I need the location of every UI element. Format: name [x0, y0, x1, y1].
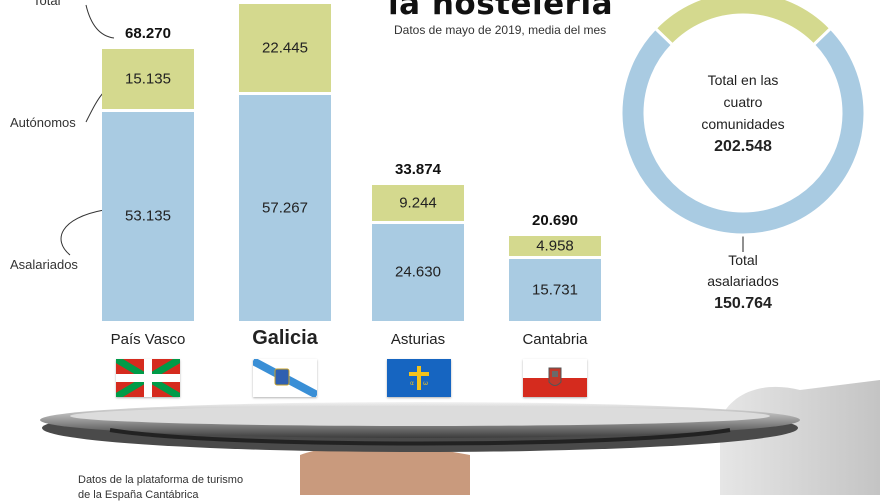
donut-annotation-value: 150.764 [714, 295, 772, 312]
donut-center-total: 202.548 [714, 138, 772, 155]
bar-value-autonomos-galicia: 22.445 [262, 39, 308, 57]
bar-autonomos-cantabria: 4.958 [509, 236, 601, 257]
donut-annotation-line-1: Total [728, 252, 758, 268]
bar-value-asalariados-pais-vasco: 53.135 [125, 207, 171, 225]
donut-center-line-2: cuatro [723, 94, 763, 110]
autonomos-side-label: Autónomos [10, 115, 76, 130]
bar-autonomos-pais-vasco: 15.135 [102, 49, 194, 109]
ikurrina-flag-icon [116, 359, 180, 397]
donut-slice-autonomos [653, 0, 833, 48]
cantabria-flag-icon [523, 359, 587, 397]
bar-total-cantabria: 20.690 [532, 212, 578, 230]
svg-text:ω: ω [423, 380, 428, 387]
total-leader-line [85, 4, 115, 39]
bar-value-autonomos-cantabria: 4.958 [536, 237, 574, 255]
donut-center-line-3: comunidades [701, 116, 785, 132]
donut-slice-asalariados [619, 26, 867, 237]
region-label-asturias: Asturias [390, 331, 446, 348]
asturias-flag-icon: α ω [387, 359, 451, 397]
galicia-flag-icon [253, 359, 317, 397]
region-label-pais-vasco: País Vasco [110, 331, 186, 348]
bar-asalariados-asturias: 24.630 [372, 223, 464, 321]
footnote-line-1: Datos de la plataforma de turismo [78, 474, 244, 486]
footnote-line-2: de la España Cantábrica [78, 489, 199, 501]
asalariados-leader-line [60, 209, 105, 256]
bar-value-asalariados-cantabria: 15.731 [532, 281, 578, 299]
donut-center-line-1: Total en las [707, 72, 779, 88]
chart-subtitle: Datos de mayo de 2019, media del mes [394, 23, 607, 37]
bar-value-autonomos-pais-vasco: 15.135 [125, 70, 171, 88]
bar-total-asturias: 33.874 [395, 160, 441, 178]
total-donut-chart [619, 0, 867, 237]
bar-autonomos-galicia: 22.445 [239, 3, 331, 93]
bar-asalariados-pais-vasco: 53.135 [102, 111, 194, 321]
donut-annotation-line-2: asalariados [707, 273, 779, 289]
bar-value-asalariados-asturias: 24.630 [395, 263, 441, 281]
bar-autonomos-asturias: 9.244 [372, 184, 464, 221]
serving-tray-illustration [40, 380, 880, 495]
bar-total-pais-vasco: 68.270 [125, 25, 171, 43]
bar-value-autonomos-asturias: 9.244 [399, 194, 437, 212]
bar-value-asalariados-galicia: 57.267 [262, 199, 308, 217]
bar-asalariados-galicia: 57.267 [239, 95, 331, 321]
bar-asalariados-cantabria: 15.731 [509, 259, 601, 321]
total-side-label: Total [33, 0, 61, 8]
asalariados-side-label: Asalariados [10, 257, 78, 272]
region-label-galicia: Galicia [252, 327, 318, 349]
chart-title: la hostelería [388, 0, 613, 22]
region-label-cantabria: Cantabria [522, 331, 588, 348]
svg-text:α: α [410, 380, 414, 387]
